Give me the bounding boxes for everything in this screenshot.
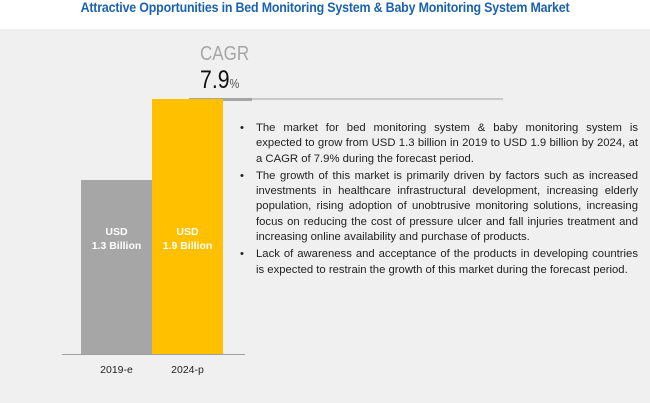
page-title: Attractive Opportunities in Bed Monitori… [80, 0, 570, 15]
data-label-line1: USD [176, 226, 199, 238]
bullet-list: The market for bed monitoring system & b… [240, 121, 638, 280]
bar-2019-e: USD 1.3 Billion [81, 179, 152, 354]
data-label-line2: 1.3 Billion [91, 239, 142, 252]
cagr-divider [189, 98, 503, 100]
cagr-value: 7.9% [200, 66, 239, 95]
bullet-item: Lack of awareness and acceptance of the … [240, 247, 638, 278]
x-axis [62, 354, 245, 355]
data-label-line2: 1.9 Billion [162, 240, 213, 252]
cagr-number: 7.9 [200, 66, 230, 94]
data-label: USD 1.3 Billion [81, 225, 152, 253]
cagr-label: CAGR [200, 43, 250, 65]
cagr-unit: % [229, 76, 240, 91]
data-label: USD 1.9 Billion [152, 225, 223, 253]
bullet-item: The growth of this market is primarily d… [240, 169, 638, 245]
x-tick-label: 2019-e [100, 364, 133, 376]
x-tick-label: 2024-p [171, 364, 204, 376]
bullet-item: The market for bed monitoring system & b… [240, 121, 638, 167]
bar-2024-p: USD 1.9 Billion [152, 99, 223, 354]
data-label-line1: USD [105, 225, 128, 238]
